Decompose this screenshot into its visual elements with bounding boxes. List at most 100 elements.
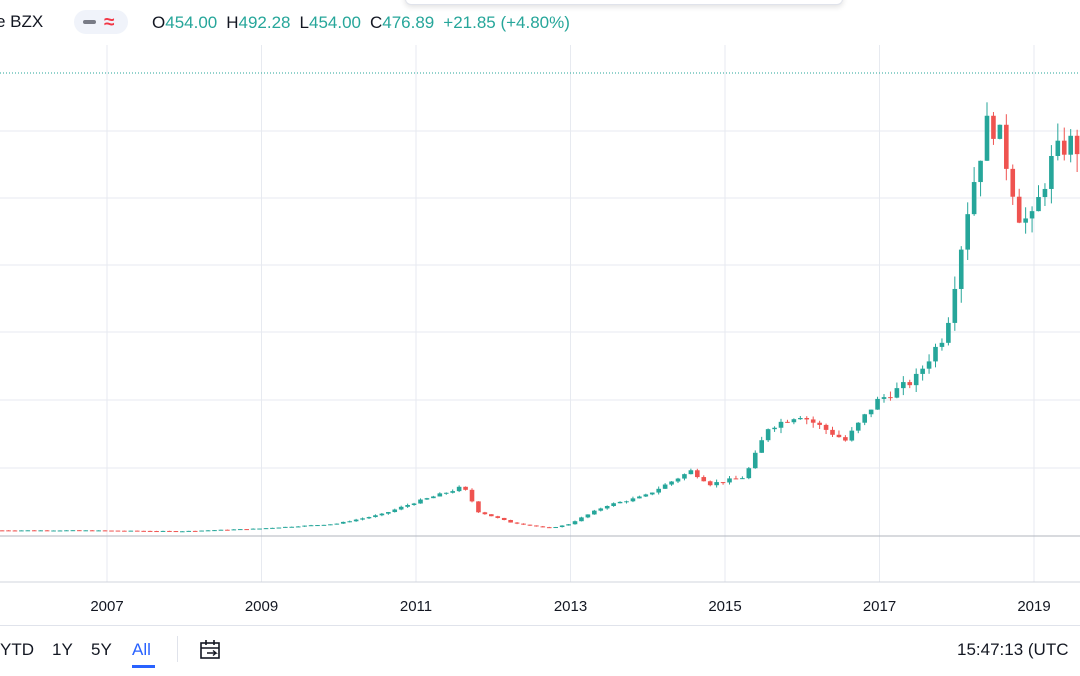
candle-body xyxy=(489,514,494,517)
candle-body xyxy=(740,478,745,480)
candle-body xyxy=(315,525,320,527)
candle-body xyxy=(868,409,874,415)
candle-body xyxy=(559,525,565,528)
price-chart[interactable]: 2007 2009 2011 2013 2015 2017 2019 xyxy=(0,45,1080,625)
candle-body xyxy=(946,322,951,343)
candle-body xyxy=(752,452,758,469)
candle-body xyxy=(572,521,578,525)
active-range-underline xyxy=(132,665,155,668)
candle-body xyxy=(70,530,76,532)
candle-body xyxy=(695,470,700,478)
candle-body xyxy=(604,505,610,509)
range-5y-button[interactable]: 5Y xyxy=(91,640,112,659)
candle-body xyxy=(96,530,101,532)
candle-body xyxy=(920,368,925,374)
candle-body xyxy=(649,492,655,495)
candle-body xyxy=(83,530,89,532)
candle-body xyxy=(257,528,262,530)
candle-body xyxy=(218,529,224,531)
candle-body xyxy=(147,530,153,532)
candle-body xyxy=(843,437,848,441)
candle-body xyxy=(1055,140,1061,156)
candle-body xyxy=(398,506,404,510)
candle-body xyxy=(965,214,970,250)
candle-body xyxy=(894,388,900,398)
candle-body xyxy=(205,530,211,532)
candle-body xyxy=(688,470,694,475)
candle-body xyxy=(540,526,546,528)
x-tick-label: 2019 xyxy=(1017,598,1050,615)
candle-body xyxy=(0,530,5,532)
candle-body xyxy=(431,496,436,499)
candle-body xyxy=(1042,188,1048,198)
candle-body xyxy=(830,429,835,435)
candle-body xyxy=(778,421,784,428)
candle-body xyxy=(991,115,996,139)
candle-body xyxy=(553,527,558,529)
symbol-title[interactable]: e BZX xyxy=(0,12,44,31)
candle-body xyxy=(997,124,1003,139)
range-ytd-button[interactable]: YTD xyxy=(0,640,34,659)
x-tick-label: 2011 xyxy=(400,598,432,615)
candle-body xyxy=(701,477,707,482)
candle-body xyxy=(508,520,513,523)
candle-body xyxy=(534,525,539,527)
candle-body xyxy=(360,518,365,520)
candle-body xyxy=(579,517,584,522)
high-value: 492.28 xyxy=(238,13,291,32)
candle-body xyxy=(334,523,340,525)
candle-body xyxy=(424,498,430,500)
candle-body xyxy=(746,468,752,479)
x-tick-label: 2013 xyxy=(554,598,587,615)
date-range-icon[interactable] xyxy=(199,639,223,661)
wave-icon: ≈ xyxy=(104,11,115,33)
candle-body xyxy=(823,424,829,430)
chart-legend: e BZX ≈ O 454.00 H 492.28 L 454.00 C 476.89 … xyxy=(0,0,1080,45)
x-axis-ticks: 2007 2009 2011 2013 2015 2017 2019 xyxy=(90,598,1050,615)
candle-body xyxy=(443,492,449,494)
candle-body xyxy=(1036,197,1041,212)
candle-body xyxy=(308,525,314,527)
close-value: 476.89 xyxy=(382,13,435,32)
candle-body xyxy=(456,486,462,492)
close-label: C xyxy=(369,13,383,32)
candle-body xyxy=(1068,135,1073,155)
candle-body xyxy=(321,524,327,526)
candle-body xyxy=(450,491,455,493)
candle-body xyxy=(913,373,919,386)
candle-body xyxy=(373,515,378,518)
candle-body xyxy=(115,530,121,532)
candle-body xyxy=(134,530,140,532)
candle-body xyxy=(939,342,945,347)
x-tick-label: 2017 xyxy=(863,598,896,615)
candle-body xyxy=(270,527,275,529)
candle-body xyxy=(888,397,893,399)
candle-body xyxy=(141,530,146,532)
high-label: H xyxy=(226,13,239,32)
candle-body xyxy=(405,505,410,507)
candle-body xyxy=(57,530,63,532)
candle-body xyxy=(707,481,713,486)
candle-body xyxy=(624,501,629,503)
candle-body xyxy=(51,530,56,532)
candle-body xyxy=(791,419,797,423)
range-toolbar: YTD 1Y 5Y All 15:47:13 (UTC xyxy=(0,625,1080,676)
candle-body xyxy=(167,530,172,532)
current-time: 15:47:13 (UTC xyxy=(957,640,1069,659)
candle-body xyxy=(44,530,50,532)
candle-body xyxy=(611,503,616,506)
candle-body xyxy=(469,489,475,502)
candle-body xyxy=(192,530,198,532)
candles-group xyxy=(0,102,1080,533)
range-1y-button[interactable]: 1Y xyxy=(52,640,73,659)
candle-body xyxy=(212,530,217,532)
candle-body xyxy=(353,519,359,522)
candle-body xyxy=(392,509,398,513)
candle-body xyxy=(643,494,649,497)
candle-body xyxy=(720,482,726,484)
range-all-button[interactable]: All xyxy=(132,640,151,659)
candle-body xyxy=(379,513,385,516)
legend-pill[interactable]: ≈ xyxy=(74,10,128,34)
candle-body xyxy=(785,421,790,423)
candle-body xyxy=(225,529,230,531)
